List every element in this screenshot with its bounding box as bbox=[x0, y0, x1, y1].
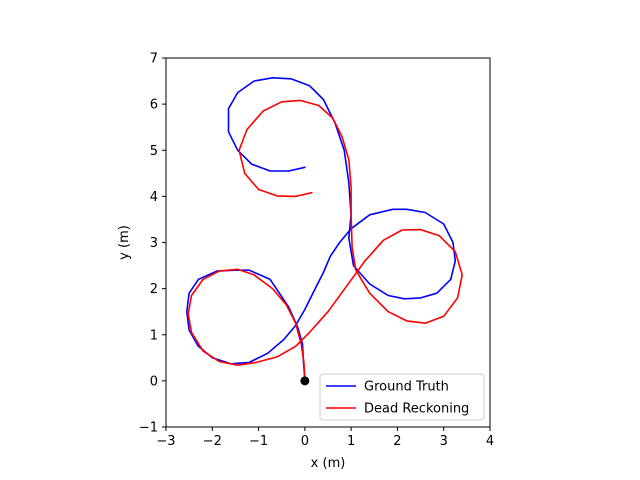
x-axis-ticks: −3 −2 −1 0 1 2 3 4 bbox=[156, 427, 494, 449]
legend-label-dead-reckoning: Dead Reckoning bbox=[364, 402, 469, 417]
x-tick-label: 4 bbox=[486, 434, 494, 449]
x-tick-label: 2 bbox=[393, 434, 401, 449]
y-tick-label: 3 bbox=[150, 236, 158, 251]
y-axis-ticks: −1 0 1 2 3 4 5 6 7 bbox=[139, 52, 166, 436]
x-tick-label: −3 bbox=[156, 434, 175, 449]
series-layer bbox=[186, 77, 464, 382]
legend-box bbox=[319, 373, 485, 421]
marker-layer bbox=[300, 376, 310, 386]
legend: Ground Truth Dead Reckoning bbox=[319, 373, 485, 421]
legend-label-ground-truth: Ground Truth bbox=[364, 380, 449, 395]
x-tick-label: 0 bbox=[301, 434, 309, 449]
y-tick-label: 0 bbox=[150, 374, 158, 389]
y-tick-label: 4 bbox=[150, 190, 158, 205]
y-tick-label: 7 bbox=[150, 52, 158, 67]
x-tick-label: 1 bbox=[347, 434, 355, 449]
y-tick-label: 5 bbox=[150, 144, 158, 159]
start-point-marker bbox=[300, 376, 310, 386]
series-line-ground-truth bbox=[186, 77, 457, 382]
y-tick-label: −1 bbox=[139, 421, 158, 436]
x-tick-label: −1 bbox=[249, 434, 268, 449]
y-tick-label: 6 bbox=[150, 98, 158, 113]
x-tick-label: −2 bbox=[203, 434, 222, 449]
x-tick-label: 3 bbox=[440, 434, 448, 449]
series-line-dead-reckoning bbox=[187, 99, 464, 382]
y-tick-label: 2 bbox=[150, 282, 158, 297]
y-tick-label: 1 bbox=[150, 328, 158, 343]
y-axis-label: y (m) bbox=[117, 225, 132, 260]
x-axis-label: x (m) bbox=[311, 456, 346, 471]
